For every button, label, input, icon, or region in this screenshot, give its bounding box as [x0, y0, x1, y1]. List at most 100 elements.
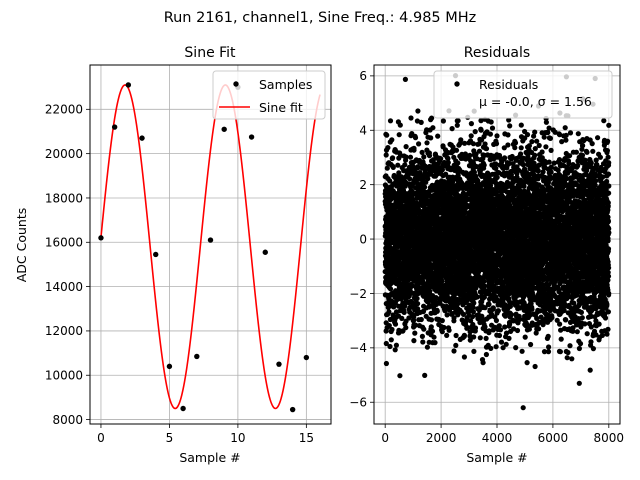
- residual-point: [441, 324, 447, 331]
- sample-point: [153, 251, 159, 258]
- residual-point: [429, 115, 435, 121]
- residuals-title: Residuals: [464, 45, 530, 61]
- residual-point: [430, 125, 436, 131]
- sample-point: [248, 134, 255, 140]
- residual-point: [471, 348, 477, 354]
- sine-fit-xlabel: Sample #: [179, 450, 240, 465]
- residual-point: [386, 309, 392, 315]
- x-tick-label: 10: [230, 431, 245, 445]
- residual-point: [467, 152, 473, 158]
- residual-point: [471, 334, 477, 340]
- residual-point: [389, 137, 395, 143]
- residual-point: [415, 108, 421, 114]
- sine-fit-panel: Sine Fit 0 5 10 15 800010000120001400016000…: [14, 45, 332, 465]
- y-tick-label: 14000: [45, 280, 83, 294]
- sample-point: [98, 235, 104, 241]
- residual-point: [446, 327, 452, 333]
- residual-point: [494, 133, 500, 139]
- residual-point: [493, 317, 499, 324]
- residual-point: [495, 308, 501, 314]
- residual-point: [389, 326, 395, 333]
- residual-point: [483, 335, 489, 341]
- residual-point: [478, 127, 484, 133]
- residual-point: [407, 154, 414, 160]
- residual-point: [390, 155, 396, 161]
- residual-point: [419, 149, 425, 155]
- residual-point: [422, 372, 428, 378]
- residual-point: [486, 301, 492, 307]
- sample-point: [194, 353, 200, 360]
- y-tick-label: 18000: [45, 191, 83, 205]
- x-tick-label: 5: [166, 431, 174, 445]
- residual-point: [508, 312, 515, 318]
- residual-point: [502, 324, 508, 330]
- residual-point: [415, 301, 421, 307]
- residual-point: [518, 122, 524, 128]
- residual-point: [415, 306, 421, 312]
- residual-point: [425, 176, 431, 182]
- residual-point: [413, 322, 419, 328]
- residual-point: [406, 292, 412, 298]
- y-tick-label: 22000: [45, 103, 83, 117]
- residual-point: [431, 334, 437, 340]
- residual-point: [470, 304, 476, 310]
- sample-point: [262, 249, 268, 255]
- sine-fit-axes-frame: [89, 64, 332, 425]
- residual-point: [428, 317, 435, 323]
- residual-point: [395, 162, 401, 168]
- residual-point: [422, 184, 428, 190]
- residual-point: [391, 304, 397, 310]
- residual-point: [449, 126, 455, 132]
- sample-point: [303, 354, 310, 361]
- sample-point: [111, 124, 118, 130]
- residual-point: [399, 287, 405, 293]
- residual-point: [455, 160, 461, 166]
- residual-point: [429, 328, 436, 334]
- residual-point: [402, 162, 408, 168]
- residual-point: [444, 332, 450, 338]
- sample-point: [207, 237, 214, 243]
- residual-point: [421, 154, 427, 160]
- residual-point: [507, 123, 513, 129]
- residual-point: [453, 342, 459, 348]
- residual-point: [440, 118, 446, 124]
- residual-point: [384, 165, 390, 171]
- residual-point: [418, 316, 424, 323]
- residual-point: [493, 141, 500, 147]
- figure-title: Run 2161, channel1, Sine Freq.: 4.985 MH…: [164, 10, 477, 26]
- residual-point: [432, 340, 438, 346]
- residual-point: [383, 340, 389, 347]
- residual-point: [453, 147, 460, 153]
- residual-point: [439, 278, 445, 284]
- residual-point: [445, 160, 451, 166]
- residual-point: [505, 142, 511, 148]
- sine-fit-plot-area: [98, 82, 321, 413]
- residual-point: [401, 309, 407, 315]
- residual-point: [506, 335, 512, 341]
- residual-point: [481, 162, 487, 168]
- residual-point: [488, 119, 494, 125]
- y-tick-label: 12000: [45, 324, 83, 338]
- residual-point: [396, 170, 402, 176]
- sample-point: [166, 363, 173, 370]
- residual-point: [451, 348, 457, 354]
- sine-fit-line: [100, 84, 321, 410]
- legend-samples-label: Samples: [259, 77, 312, 92]
- residual-point: [392, 321, 399, 327]
- residual-point: [424, 344, 430, 350]
- residual-point: [472, 325, 479, 331]
- residual-point: [402, 76, 408, 82]
- residual-point: [490, 305, 496, 311]
- residual-point: [438, 156, 444, 162]
- residual-point: [483, 146, 490, 152]
- residual-point: [387, 178, 393, 184]
- residual-point: [512, 140, 519, 146]
- sine-fit-ylabel: ADC Counts: [14, 208, 29, 283]
- residual-point: [414, 295, 420, 302]
- sample-point: [125, 82, 132, 88]
- residual-point: [416, 141, 422, 147]
- residual-point: [469, 314, 476, 320]
- legend-sine-fit-label: Sine fit: [259, 100, 303, 115]
